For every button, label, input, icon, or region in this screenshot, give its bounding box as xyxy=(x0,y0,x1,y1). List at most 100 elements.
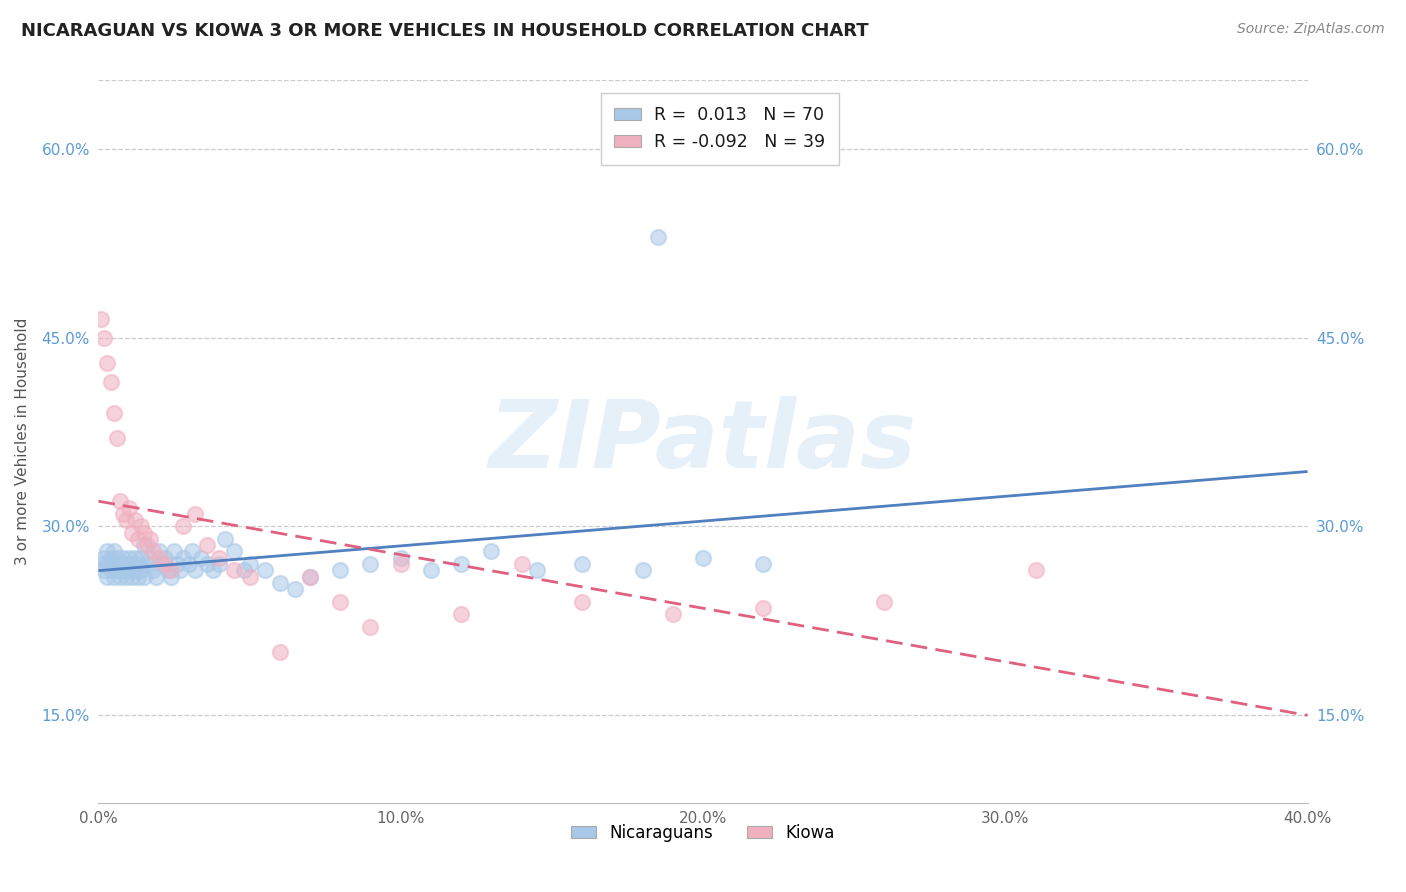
Point xyxy=(129,550,152,565)
Point xyxy=(752,557,775,571)
Point xyxy=(269,575,291,590)
Point xyxy=(127,532,149,546)
Point xyxy=(195,538,218,552)
Point xyxy=(224,563,246,577)
Point xyxy=(752,601,775,615)
Point xyxy=(129,563,152,577)
Point xyxy=(132,538,155,552)
Point xyxy=(105,563,128,577)
Point xyxy=(135,557,157,571)
Point xyxy=(90,312,112,326)
Point xyxy=(156,563,179,577)
Point xyxy=(118,500,141,515)
Point xyxy=(160,569,183,583)
Point xyxy=(389,557,412,571)
Point xyxy=(202,563,225,577)
Point xyxy=(139,550,162,565)
Point xyxy=(148,550,170,565)
Point xyxy=(111,507,134,521)
Point xyxy=(284,582,307,597)
Point xyxy=(100,550,122,565)
Point xyxy=(169,563,191,577)
Point xyxy=(121,569,143,583)
Y-axis label: 3 or more Vehicles in Household: 3 or more Vehicles in Household xyxy=(15,318,31,566)
Point xyxy=(153,550,176,565)
Point xyxy=(118,550,141,565)
Point xyxy=(132,525,155,540)
Point xyxy=(571,557,593,571)
Point xyxy=(184,507,207,521)
Point xyxy=(299,569,322,583)
Point xyxy=(103,406,125,420)
Point xyxy=(121,557,143,571)
Point xyxy=(389,550,412,565)
Point xyxy=(269,645,291,659)
Point xyxy=(139,532,162,546)
Point xyxy=(450,557,472,571)
Point xyxy=(510,557,533,571)
Point xyxy=(90,557,112,571)
Point xyxy=(692,550,714,565)
Point xyxy=(135,538,157,552)
Text: Source: ZipAtlas.com: Source: ZipAtlas.com xyxy=(1237,22,1385,37)
Point xyxy=(111,563,134,577)
Point xyxy=(214,532,236,546)
Point xyxy=(184,563,207,577)
Point xyxy=(450,607,472,622)
Point xyxy=(114,513,136,527)
Point xyxy=(163,544,186,558)
Point xyxy=(121,525,143,540)
Point xyxy=(253,563,276,577)
Point xyxy=(239,569,262,583)
Point xyxy=(160,563,183,577)
Point xyxy=(124,550,146,565)
Point xyxy=(103,569,125,583)
Point xyxy=(105,431,128,445)
Point xyxy=(148,544,170,558)
Point xyxy=(103,544,125,558)
Point xyxy=(124,563,146,577)
Point xyxy=(103,557,125,571)
Point xyxy=(96,569,118,583)
Point xyxy=(873,595,896,609)
Point xyxy=(420,563,443,577)
Point xyxy=(118,563,141,577)
Point xyxy=(108,494,131,508)
Point xyxy=(360,620,382,634)
Point xyxy=(100,375,122,389)
Point xyxy=(142,544,165,558)
Point xyxy=(571,595,593,609)
Legend: Nicaraguans, Kiowa: Nicaraguans, Kiowa xyxy=(565,817,841,848)
Point xyxy=(96,544,118,558)
Point xyxy=(631,563,654,577)
Point xyxy=(96,356,118,370)
Point xyxy=(647,230,669,244)
Point xyxy=(114,569,136,583)
Point xyxy=(124,513,146,527)
Point xyxy=(93,563,115,577)
Point xyxy=(150,557,173,571)
Point xyxy=(96,557,118,571)
Point xyxy=(360,557,382,571)
Point xyxy=(100,563,122,577)
Point xyxy=(1024,563,1046,577)
Point xyxy=(232,563,254,577)
Point xyxy=(111,550,134,565)
Point xyxy=(108,569,131,583)
Point xyxy=(299,569,322,583)
Point xyxy=(105,550,128,565)
Point xyxy=(114,557,136,571)
Point xyxy=(145,569,167,583)
Point xyxy=(132,569,155,583)
Point xyxy=(208,550,231,565)
Point xyxy=(179,557,201,571)
Point xyxy=(93,331,115,345)
Point xyxy=(239,557,262,571)
Point xyxy=(481,544,503,558)
Point xyxy=(329,563,352,577)
Point xyxy=(127,569,149,583)
Point xyxy=(127,557,149,571)
Point xyxy=(153,557,176,571)
Point xyxy=(661,607,683,622)
Point xyxy=(166,557,188,571)
